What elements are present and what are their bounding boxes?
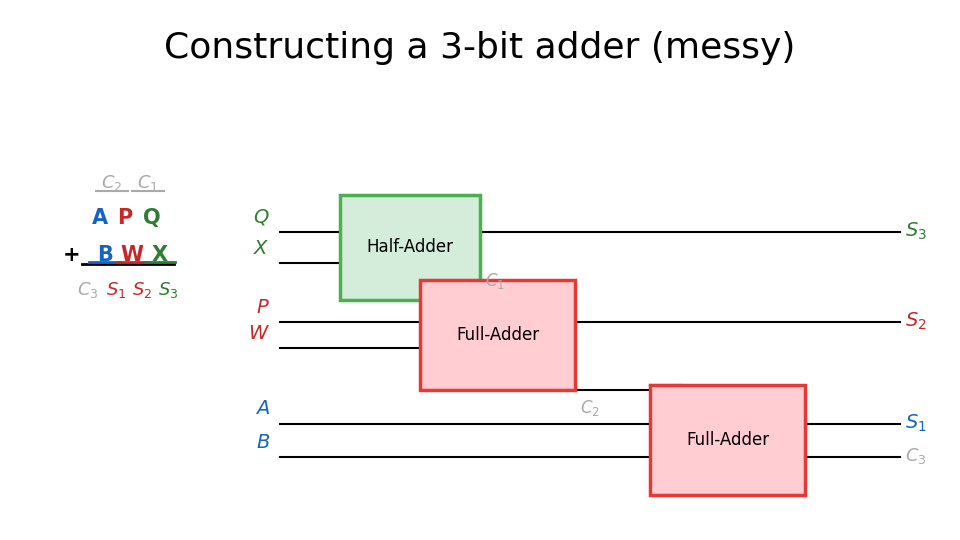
Text: $C_3$: $C_3$	[905, 447, 926, 467]
Text: $S_2$: $S_2$	[905, 311, 926, 333]
Text: $S_1$: $S_1$	[106, 280, 126, 300]
FancyBboxPatch shape	[650, 385, 805, 495]
Text: $X$: $X$	[253, 239, 270, 258]
Text: Half-Adder: Half-Adder	[367, 239, 453, 256]
Text: $C_2$: $C_2$	[102, 173, 123, 193]
FancyBboxPatch shape	[420, 280, 575, 390]
Text: $S_3$: $S_3$	[905, 221, 927, 242]
Text: X: X	[152, 245, 168, 265]
Text: Full-Adder: Full-Adder	[686, 431, 769, 449]
Text: $C_1$: $C_1$	[137, 173, 158, 193]
Text: $B$: $B$	[255, 433, 270, 451]
Text: A: A	[92, 208, 108, 228]
Text: B: B	[97, 245, 113, 265]
Text: $P$: $P$	[256, 298, 270, 317]
Text: $C_2$: $C_2$	[580, 398, 600, 418]
Text: $C_3$: $C_3$	[77, 280, 99, 300]
Text: $A$: $A$	[255, 400, 270, 419]
Text: $S_3$: $S_3$	[157, 280, 179, 300]
Text: Full-Adder: Full-Adder	[456, 326, 540, 344]
FancyBboxPatch shape	[340, 195, 480, 300]
Text: $S_1$: $S_1$	[905, 413, 926, 434]
Text: Q: Q	[143, 208, 161, 228]
Text: +: +	[63, 245, 81, 265]
Text: $S_2$: $S_2$	[132, 280, 152, 300]
Text: $W$: $W$	[248, 324, 270, 343]
Text: P: P	[117, 208, 132, 228]
Text: $Q$: $Q$	[253, 207, 270, 227]
Text: $C_1$: $C_1$	[485, 271, 505, 291]
Text: Constructing a 3-bit adder (messy): Constructing a 3-bit adder (messy)	[164, 31, 796, 65]
Text: W: W	[121, 245, 143, 265]
